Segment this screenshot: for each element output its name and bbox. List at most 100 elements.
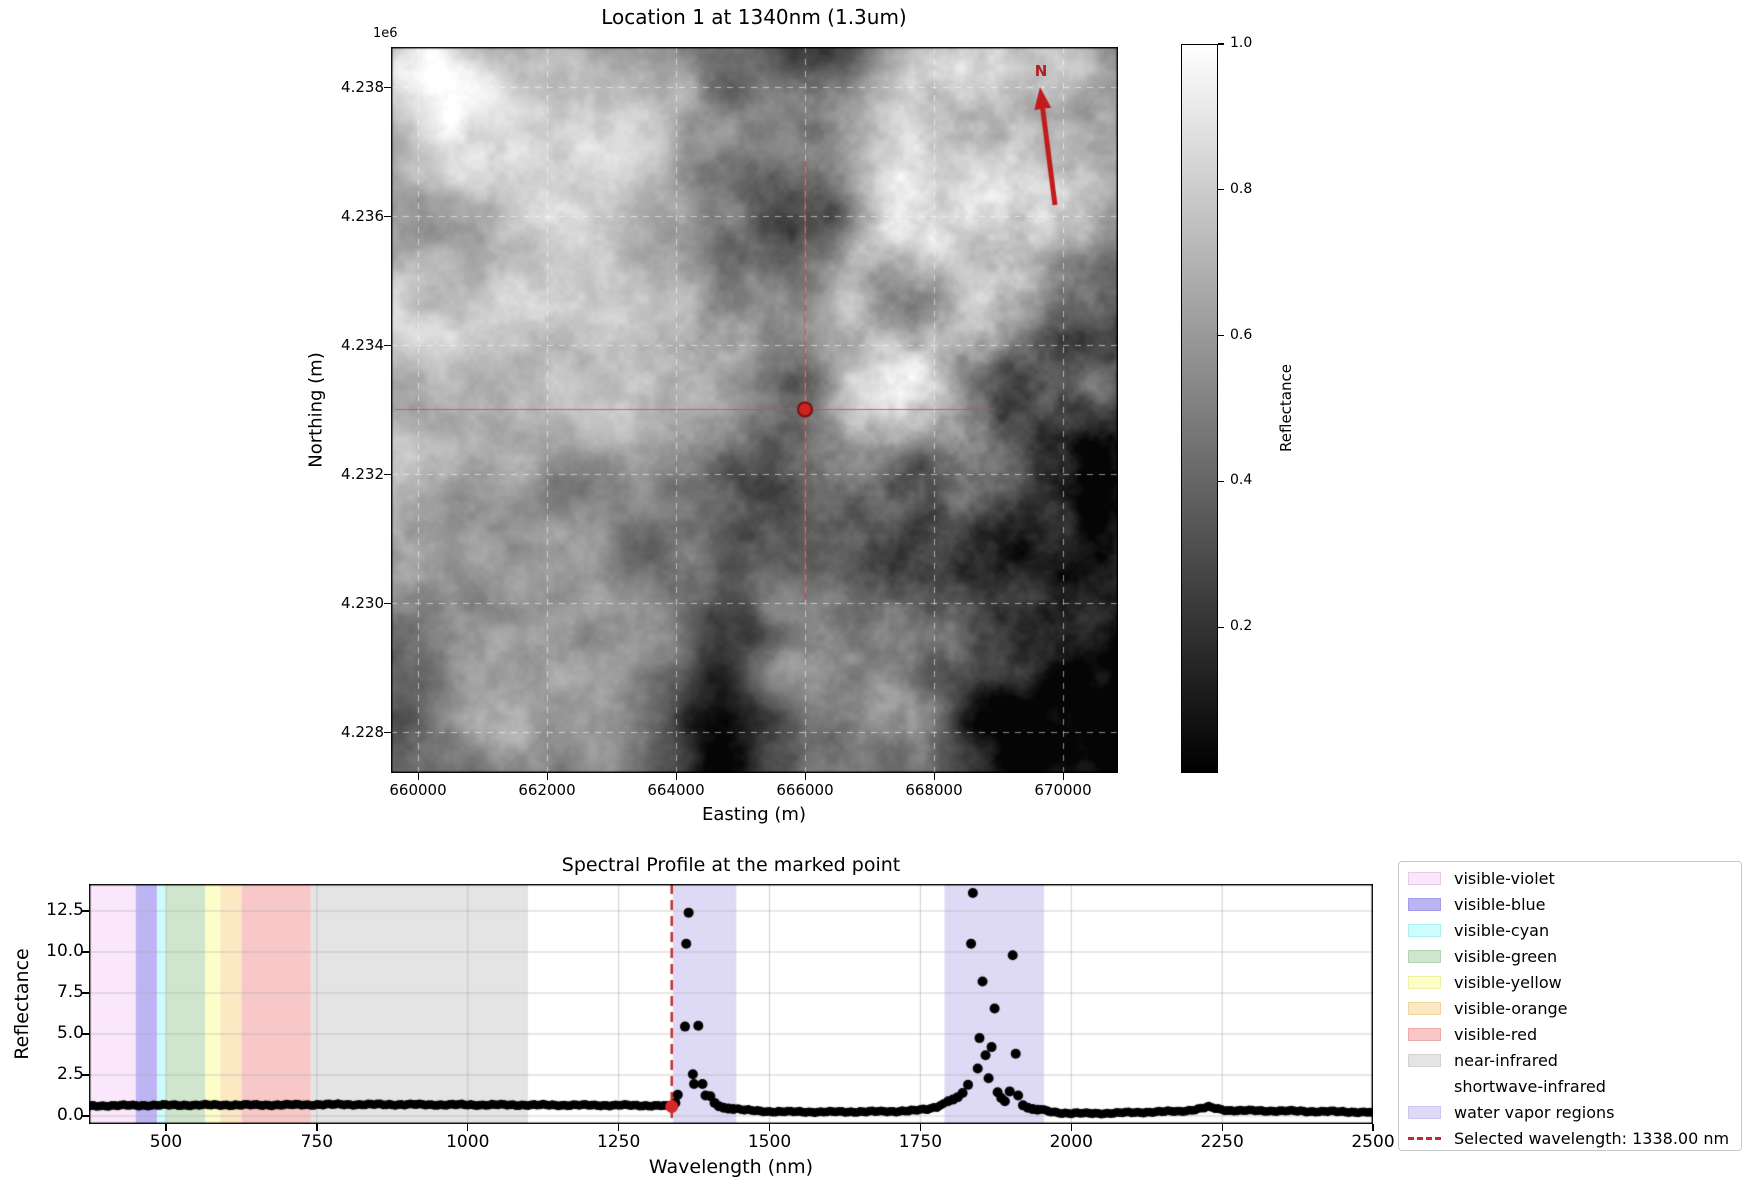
spectral-x-tick-label: 500 [149,1132,183,1152]
spectral-x-tick-mark [919,1124,922,1131]
colorbar-tick-mark [1218,335,1224,337]
legend-dashed-line-swatch [1408,1137,1441,1141]
legend-label: Selected wavelength: 1338.00 nm [1454,1129,1730,1149]
legend-row: water vapor regions [1399,1100,1741,1126]
map-image-canvas[interactable] [391,47,1118,773]
legend-row: visible-red [1399,1022,1741,1048]
spectral-x-tick-label: 2000 [1049,1132,1093,1152]
north-arrow-label: N [1034,62,1048,80]
legend-row: near-infrared [1399,1048,1741,1074]
spectral-y-tick-label: 5.0 [56,1023,84,1043]
colorbar-tick-mark [1218,43,1224,45]
spectral-y-tick-mark [82,910,89,912]
legend-patch-swatch [1408,897,1441,911]
map-x-tick-mark [675,773,677,780]
colorbar-tick-label: 1.0 [1230,35,1253,51]
spectral-y-tick-mark [82,992,89,994]
map-x-tick-label: 670000 [1034,781,1092,799]
legend-row: shortwave-infrared [1399,1074,1741,1100]
spectral-x-tick-mark [316,1124,318,1131]
spectral-x-tick-label: 750 [300,1132,334,1152]
spectral-x-tick-mark [165,1124,167,1131]
map-x-tick-label: 662000 [518,781,576,799]
spectral-x-tick-mark [467,1124,469,1131]
legend-patch-swatch [1408,923,1441,937]
spectral-x-tick-label: 2500 [1351,1132,1395,1152]
spectral-y-tick-mark [82,1115,89,1117]
colorbar-tick-label: 0.8 [1230,180,1253,197]
colorbar-tick-label: 0.2 [1230,618,1253,635]
legend-row: visible-cyan [1399,917,1741,943]
legend-row: visible-violet [1399,865,1741,891]
legend-label: visible-orange [1454,999,1568,1019]
map-x-tick-mark [1062,773,1064,780]
map-y-tick-mark [384,86,391,88]
spectral-xlabel: Wavelength (nm) [648,1156,814,1178]
spectral-x-tick-label: 1250 [596,1132,641,1152]
map-x-tick-label: 664000 [647,781,705,799]
map-y-tick-label: 4.236 [341,207,384,225]
legend-patch-swatch [1408,1002,1441,1016]
legend-label: near-infrared [1454,1051,1558,1071]
spectral-y-tick-label: 12.5 [46,900,84,920]
spectral-x-tick-mark [1070,1124,1072,1131]
spectral-title: Spectral Profile at the marked point [561,854,901,876]
legend-patch-swatch [1408,1054,1441,1068]
map-y-tick-label: 4.228 [341,723,384,741]
legend-label: visible-violet [1454,868,1555,888]
legend-patch-swatch [1408,871,1441,885]
spectral-y-tick-label: 10.0 [46,941,84,961]
map-y-tick-mark [384,731,391,733]
colorbar-gradient [1181,44,1218,773]
colorbar-tick-mark [1218,189,1224,191]
legend-row: Selected wavelength: 1338.00 nm [1399,1126,1741,1152]
spectral-x-tick-mark [1372,1124,1374,1131]
colorbar-label: Reflectance [1277,364,1295,452]
legend-patch-swatch [1408,975,1441,989]
map-x-tick-mark [417,773,419,780]
spectral-y-tick-mark [82,1074,89,1076]
spectral-x-tick-label: 2250 [1200,1132,1244,1152]
legend-label: shortwave-infrared [1454,1077,1606,1097]
map-axis-offset-label: 1e6 [373,26,398,41]
map-y-tick-mark [384,215,391,217]
spectral-x-tick-label: 1000 [446,1132,490,1152]
legend-patch-swatch [1408,1106,1441,1120]
legend-label: visible-blue [1454,894,1546,914]
map-x-tick-label: 666000 [776,781,834,799]
spectral-legend: visible-violet visible-blue visible-cyan vi… [1398,861,1742,1151]
legend-row: visible-orange [1399,995,1741,1021]
legend-patch-swatch [1408,1028,1441,1042]
map-x-tick-mark [933,773,935,780]
colorbar-tick-mark [1218,626,1224,628]
map-x-tick-label: 660000 [389,781,447,799]
map-y-tick-label: 4.232 [341,465,384,483]
legend-patch-swatch [1408,949,1441,963]
spectral-y-tick-label: 0.0 [56,1105,84,1125]
map-y-tick-mark [384,344,391,346]
spectral-x-tick-mark [618,1124,620,1131]
spectral-plot-canvas[interactable] [89,884,1373,1124]
map-xlabel: Easting (m) [702,804,806,825]
spectral-y-tick-mark [82,1033,89,1035]
legend-row: visible-green [1399,943,1741,969]
legend-row: visible-yellow [1399,969,1741,995]
spectral-x-tick-mark [1221,1124,1223,1131]
legend-label: visible-green [1454,946,1558,966]
map-y-tick-label: 4.230 [341,594,384,612]
map-x-tick-label: 668000 [905,781,963,799]
map-title: Location 1 at 1340nm (1.3um) [601,5,907,29]
map-y-tick-label: 4.234 [341,336,384,354]
colorbar-tick-mark [1218,480,1224,482]
legend-label: water vapor regions [1454,1103,1615,1123]
spectral-y-tick-label: 7.5 [56,982,84,1002]
spectral-x-tick-label: 1500 [747,1132,792,1152]
spectral-x-tick-mark [768,1124,771,1131]
spectral-y-tick-mark [82,951,89,953]
spectral-x-tick-label: 1750 [898,1132,943,1152]
map-y-tick-mark [384,473,391,475]
map-x-tick-mark [546,773,548,780]
map-x-tick-mark [804,773,806,780]
colorbar-tick-label: 0.4 [1230,472,1253,489]
legend-row: visible-blue [1399,891,1741,917]
